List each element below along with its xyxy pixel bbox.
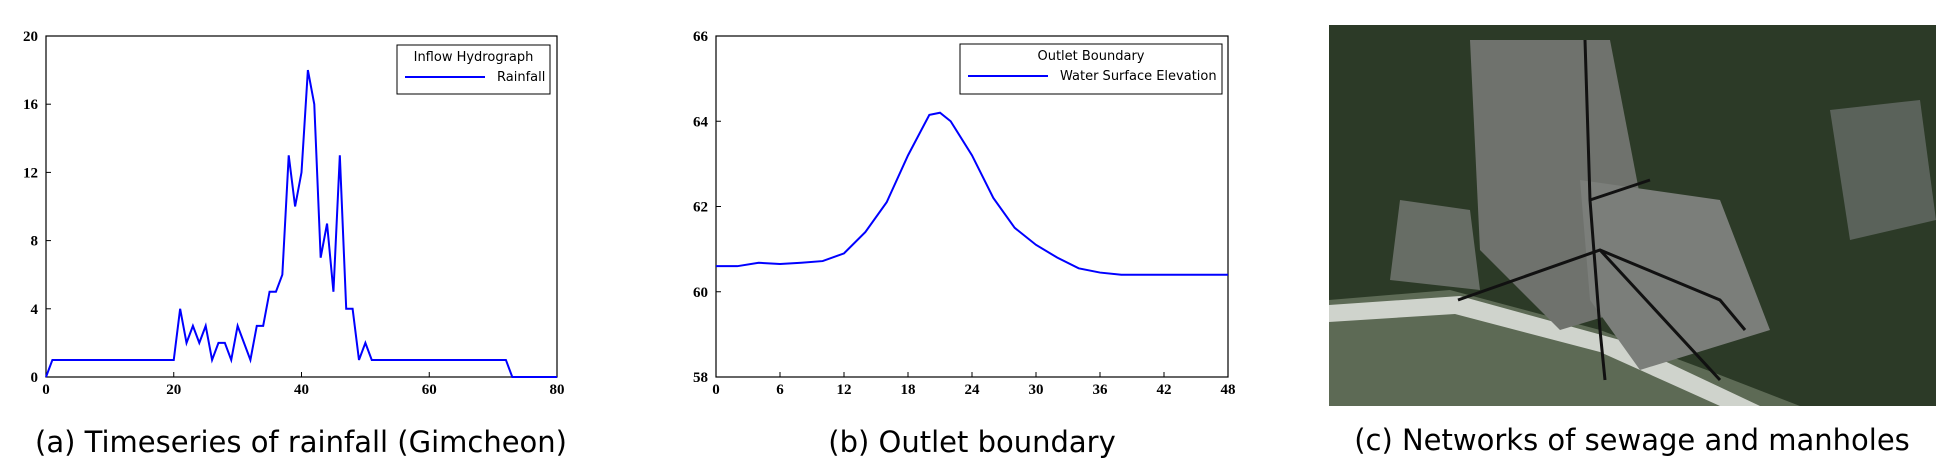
chart-caption: (b) Outlet boundary — [828, 425, 1116, 459]
x-tick-label: 48 — [1221, 382, 1236, 398]
x-tick-label: 80 — [550, 382, 565, 398]
x-tick-label: 6 — [776, 382, 784, 398]
legend-box — [959, 43, 1223, 95]
image-caption: (c) Networks of sewage and manholes — [1354, 423, 1910, 457]
y-tick-label: 16 — [23, 97, 39, 113]
y-tick-label: 58 — [693, 370, 708, 386]
series-line — [45, 69, 557, 378]
x-tick-label: 40 — [294, 382, 309, 398]
x-tick-label: 12 — [837, 382, 852, 398]
y-tick-label: 60 — [693, 285, 708, 301]
legend-title: Outlet Boundary — [1037, 49, 1144, 64]
y-tick-label: 4 — [31, 302, 39, 318]
y-tick-label: 8 — [31, 234, 39, 250]
aerial-image — [1329, 25, 1936, 406]
x-tick-label: 0 — [712, 382, 720, 398]
y-tick-label: 12 — [23, 165, 38, 181]
chart: 0 6 12 18 24 30 36 42 48 58 60 62 64 66 Outlet Boundar… — [693, 29, 1236, 459]
x-tick-label: 20 — [166, 382, 181, 398]
legend-title: Inflow Hydrograph — [414, 50, 534, 65]
series-line — [716, 111, 1228, 276]
y-tick-label: 0 — [31, 370, 39, 386]
chart-caption: (a) Timeseries of rainfall (Gimcheon) — [35, 425, 567, 459]
x-tick-label: 30 — [1029, 382, 1044, 398]
y-tick-label: 20 — [23, 29, 38, 45]
legend-box — [396, 44, 551, 95]
y-tick-label: 64 — [693, 114, 709, 130]
x-tick-label: 60 — [422, 382, 437, 398]
legend-label: Water Surface Elevation — [1060, 69, 1217, 84]
x-tick-label: 36 — [1093, 382, 1109, 398]
x-tick-label: 24 — [965, 382, 981, 398]
y-tick-label: 62 — [693, 200, 708, 216]
x-tick-label: 0 — [42, 382, 50, 398]
chart: 0 20 40 60 80 0 4 8 12 16 20 Inflow Hydrograph Rainf… — [23, 29, 567, 459]
x-tick-label: 42 — [1157, 382, 1172, 398]
x-tick-label: 18 — [901, 382, 916, 398]
legend-label: Rainfall — [497, 70, 545, 85]
y-tick-label: 66 — [693, 29, 709, 45]
